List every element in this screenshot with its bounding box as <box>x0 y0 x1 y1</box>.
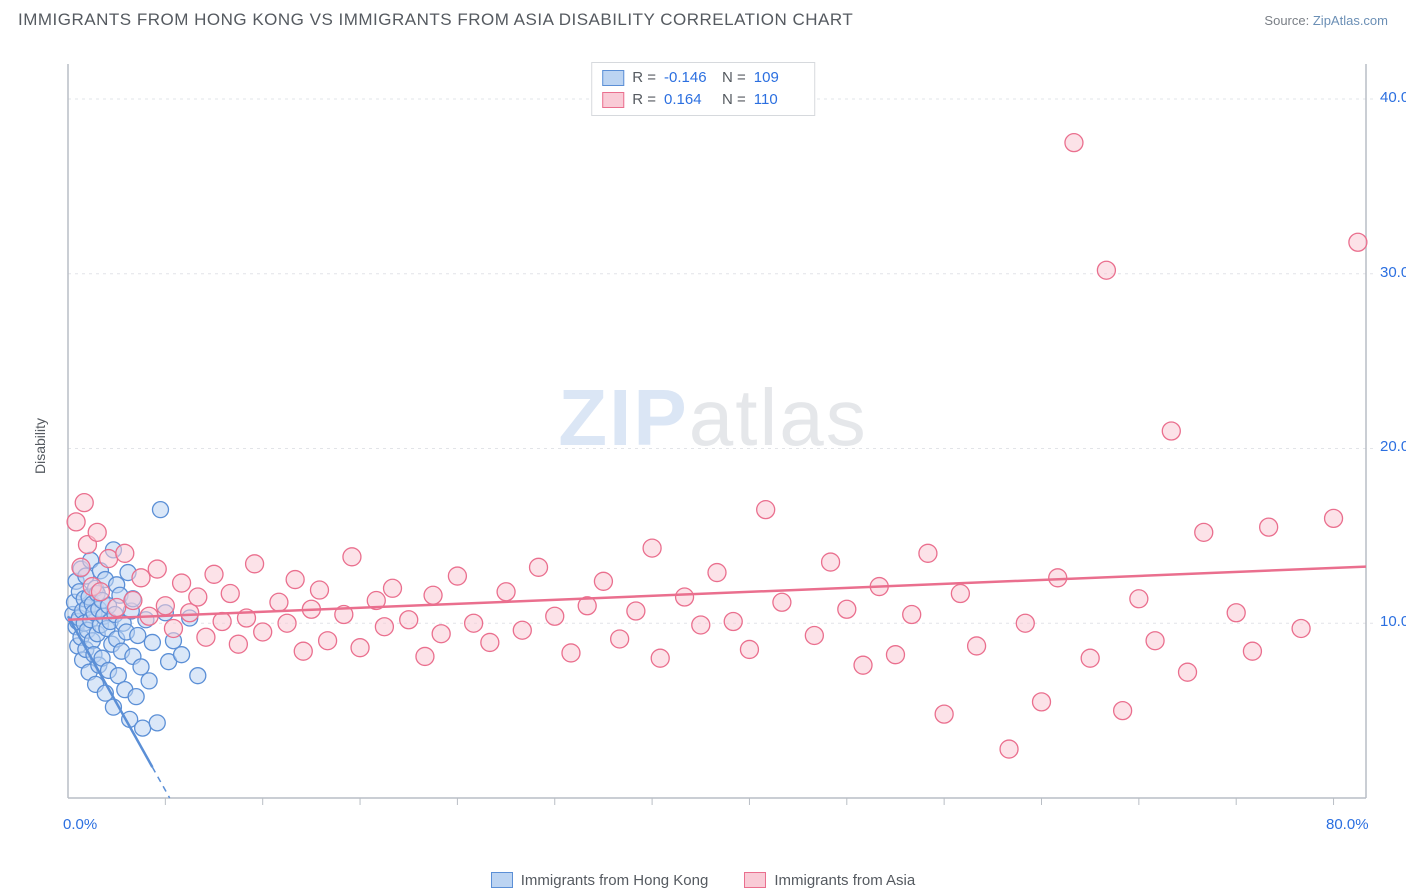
source-attribution: Source: ZipAtlas.com <box>1264 13 1388 28</box>
legend-swatch-hk <box>602 70 624 86</box>
stat-r-label: R = <box>632 89 656 111</box>
legend-swatch-asia <box>602 92 624 108</box>
y-tick-label: 40.0% <box>1380 89 1406 106</box>
stat-n-value-asia: 110 <box>754 89 804 111</box>
stat-r-label: R = <box>632 67 656 89</box>
legend-item: Immigrants from Hong Kong <box>491 872 709 889</box>
legend-swatch <box>491 872 513 888</box>
scatter-plot-svg <box>48 58 1378 808</box>
source-label: Source: <box>1264 13 1309 28</box>
legend-stats-box: R = -0.146 N = 109 R = 0.164 N = 110 <box>591 62 815 116</box>
legend-bottom: Immigrants from Hong Kong Immigrants from… <box>0 872 1406 892</box>
legend-stats-row-asia: R = 0.164 N = 110 <box>602 89 804 111</box>
stat-n-label: N = <box>722 89 746 111</box>
legend-stats-row-hk: R = -0.146 N = 109 <box>602 67 804 89</box>
y-tick-label: 20.0% <box>1380 438 1406 455</box>
legend-label: Immigrants from Hong Kong <box>521 872 709 889</box>
chart-title: IMMIGRANTS FROM HONG KONG VS IMMIGRANTS … <box>18 10 853 30</box>
y-tick-label: 30.0% <box>1380 264 1406 281</box>
stat-r-value-hk: -0.146 <box>664 67 714 89</box>
plot-area: ZIPatlas <box>48 58 1378 808</box>
legend-item: Immigrants from Asia <box>744 872 915 889</box>
x-tick-label: 80.0% <box>1326 816 1369 833</box>
stat-n-label: N = <box>722 67 746 89</box>
stat-r-value-asia: 0.164 <box>664 89 714 111</box>
x-tick-label: 0.0% <box>63 816 97 833</box>
legend-swatch <box>744 872 766 888</box>
source-link[interactable]: ZipAtlas.com <box>1313 13 1388 28</box>
title-bar: IMMIGRANTS FROM HONG KONG VS IMMIGRANTS … <box>0 0 1406 36</box>
stat-n-value-hk: 109 <box>754 67 804 89</box>
y-axis-label: Disability <box>32 418 48 474</box>
legend-label: Immigrants from Asia <box>774 872 915 889</box>
y-tick-label: 10.0% <box>1380 613 1406 630</box>
